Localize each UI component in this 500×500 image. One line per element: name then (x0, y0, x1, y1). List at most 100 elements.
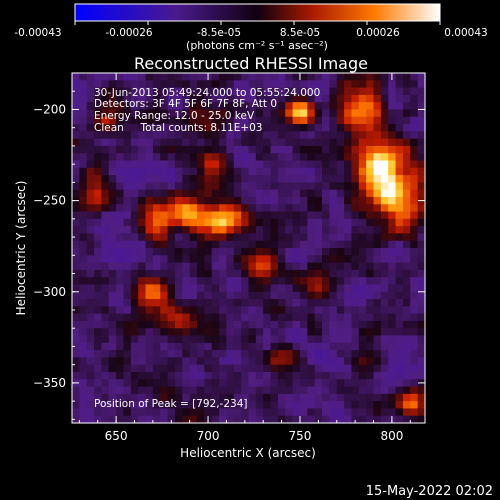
heatmap-cell (322, 415, 330, 424)
heatmap-cell (79, 320, 88, 329)
heatmap-cell (167, 182, 176, 191)
heatmap-cell (197, 262, 205, 271)
heatmap-cell (145, 116, 154, 125)
heatmap-cell (417, 415, 426, 424)
heatmap-cell (116, 371, 125, 380)
heatmap-cell (94, 313, 103, 322)
heatmap-cell (182, 269, 191, 278)
heatmap-cell (402, 299, 411, 307)
heatmap-cell (285, 138, 294, 147)
heatmap-cell (94, 328, 103, 337)
heatmap-cell (86, 80, 95, 89)
heatmap-cell (211, 386, 220, 395)
heatmap-cell (329, 277, 338, 286)
heatmap-cell (410, 342, 419, 351)
heatmap-cell (182, 320, 191, 329)
heatmap-cell (233, 320, 242, 329)
heatmap-cell (167, 240, 176, 249)
heatmap-cell (299, 124, 308, 132)
heatmap-cell (417, 248, 426, 256)
heatmap-cell (182, 350, 191, 358)
heatmap-cell (373, 415, 382, 424)
heatmap-cell (116, 313, 125, 322)
heatmap-cell (322, 131, 330, 140)
heatmap-cell (233, 393, 242, 402)
heatmap-cell (72, 124, 80, 132)
heatmap-cell (241, 393, 250, 402)
heatmap-cell (322, 299, 330, 307)
heatmap-cell (299, 371, 308, 380)
heatmap-cell (285, 182, 294, 191)
heatmap-cell (101, 342, 110, 351)
heatmap-cell (417, 328, 426, 337)
heatmap-cell (402, 233, 411, 242)
heatmap-cell (160, 248, 169, 256)
heatmap-cell (322, 211, 330, 220)
heatmap-cell (255, 342, 264, 351)
heatmap-cell (94, 87, 103, 96)
heatmap-cell (270, 371, 279, 380)
heatmap-cell (402, 73, 411, 81)
heatmap-cell (366, 415, 375, 424)
heatmap-cell (189, 182, 198, 191)
heatmap-cell (351, 189, 360, 198)
heatmap-cell (336, 80, 345, 89)
heatmap-cell (358, 350, 367, 358)
heatmap-cell (219, 320, 228, 329)
y-tick-label: −350 (33, 376, 66, 390)
heatmap-cell (351, 255, 360, 264)
heatmap-cell (351, 211, 360, 220)
heatmap-cell (285, 124, 294, 132)
heatmap-cell (152, 73, 161, 81)
heatmap-cell (410, 350, 419, 358)
heatmap-cell (72, 226, 80, 235)
heatmap-cell (395, 269, 404, 278)
heatmap-cell (233, 218, 242, 227)
heatmap-cell (380, 182, 389, 191)
heatmap-cell (101, 204, 110, 213)
heatmap-cell (366, 299, 375, 307)
heatmap-cell (351, 313, 360, 322)
heatmap-cell (101, 145, 110, 154)
heatmap-cell (241, 284, 250, 293)
heatmap-cell (167, 357, 176, 366)
heatmap-cell (241, 248, 250, 256)
heatmap-cell (299, 386, 308, 395)
heatmap-cell (167, 262, 176, 271)
heatmap-cell (145, 342, 154, 351)
heatmap-cell (322, 342, 330, 351)
heatmap-cell (152, 408, 161, 417)
heatmap-cell (123, 291, 132, 300)
heatmap-cell (402, 342, 411, 351)
heatmap-cell (167, 291, 176, 300)
heatmap-cell (94, 357, 103, 366)
heatmap-cell (292, 131, 301, 140)
heatmap-cell (299, 182, 308, 191)
heatmap-cell (226, 291, 235, 300)
heatmap-cell (233, 124, 242, 132)
heatmap-cell (211, 393, 220, 402)
heatmap-cell (94, 204, 103, 213)
heatmap-cell (277, 131, 286, 140)
heatmap-cell (241, 211, 250, 220)
heatmap-cell (351, 94, 360, 103)
heatmap-cell (255, 182, 264, 191)
heatmap-cell (79, 284, 88, 293)
heatmap-cell (388, 262, 397, 271)
heatmap-cell (204, 364, 213, 373)
heatmap-cell (270, 131, 279, 140)
heatmap-cell (72, 320, 80, 329)
heatmap-cell (380, 393, 389, 402)
heatmap-cell (152, 255, 161, 264)
heatmap-cell (101, 240, 110, 249)
heatmap-cell (270, 175, 279, 183)
heatmap-cell (299, 218, 308, 227)
heatmap-cell (307, 175, 316, 183)
heatmap-cell (292, 73, 301, 81)
heatmap-cell (270, 80, 279, 89)
heatmap-cell (94, 153, 103, 162)
heatmap-cell (248, 145, 257, 154)
heatmap-cell (211, 313, 220, 322)
heatmap-cell (263, 175, 272, 183)
heatmap-cell (189, 350, 198, 358)
